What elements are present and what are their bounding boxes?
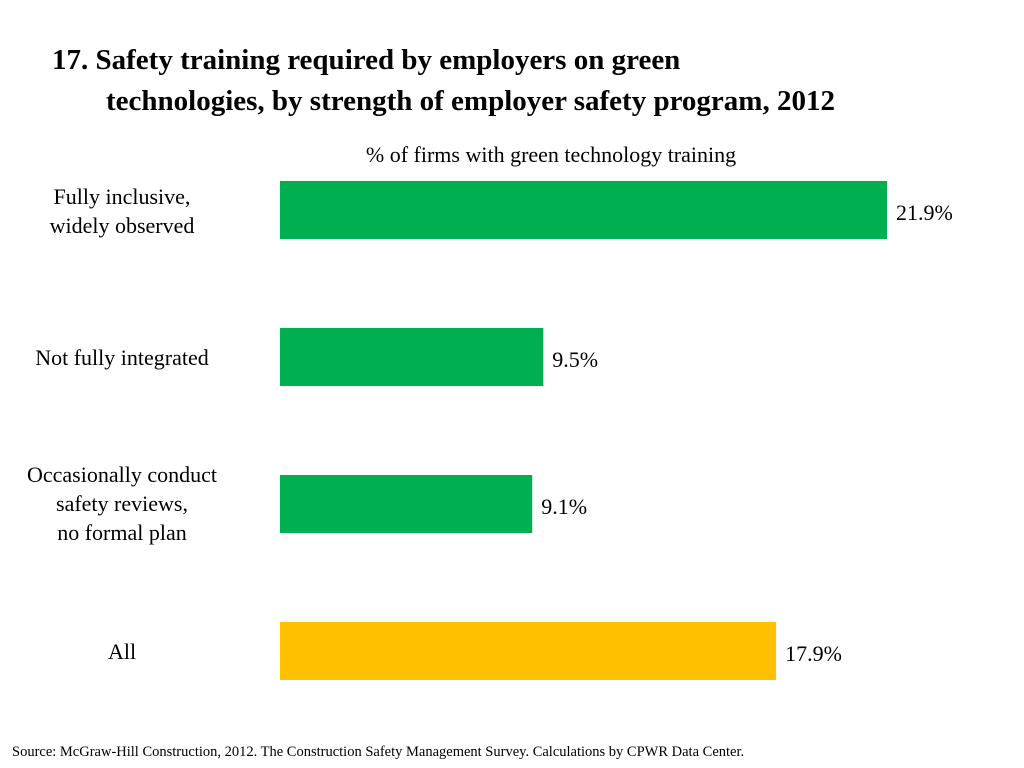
category-label-line: no formal plan [57,520,187,545]
bar-all [280,622,777,680]
category-label-line: Not fully integrated [35,345,209,370]
chart-title: 17. Safety training required by employer… [52,40,1012,122]
chart-subtitle: % of firms with green technology trainin… [365,142,737,167]
category-label-line: safety reviews, [56,491,188,516]
value-label-fully-inclusive: 21.9% [896,200,953,225]
source-note: Source: McGraw-Hill Construction, 2012. … [12,744,745,760]
category-label-line: Fully inclusive, [53,184,191,209]
category-label-line: All [107,639,137,664]
bar-occasionally-conduct [280,475,533,533]
chart-title-line-1: 17. Safety training required by employer… [52,44,681,76]
bar-not-fully-integrated [280,328,544,386]
category-label-line: widely observed [49,213,195,238]
category-label-fully-inclusive: Fully inclusive, widely observed [0,182,257,240]
category-label-line: Occasionally conduct [27,462,217,487]
category-label-occasionally-conduct: Occasionally conduct safety reviews, no … [0,460,257,547]
chart-title-line-2: technologies, by strength of employer sa… [106,85,835,117]
category-label-all: All [0,637,257,666]
value-label-all: 17.9% [785,641,842,666]
bar-fully-inclusive [280,181,887,239]
category-label-not-fully-integrated: Not fully integrated [0,343,257,372]
value-label-occasionally-conduct: 9.1% [541,494,587,519]
value-label-not-fully-integrated: 9.5% [552,347,598,372]
